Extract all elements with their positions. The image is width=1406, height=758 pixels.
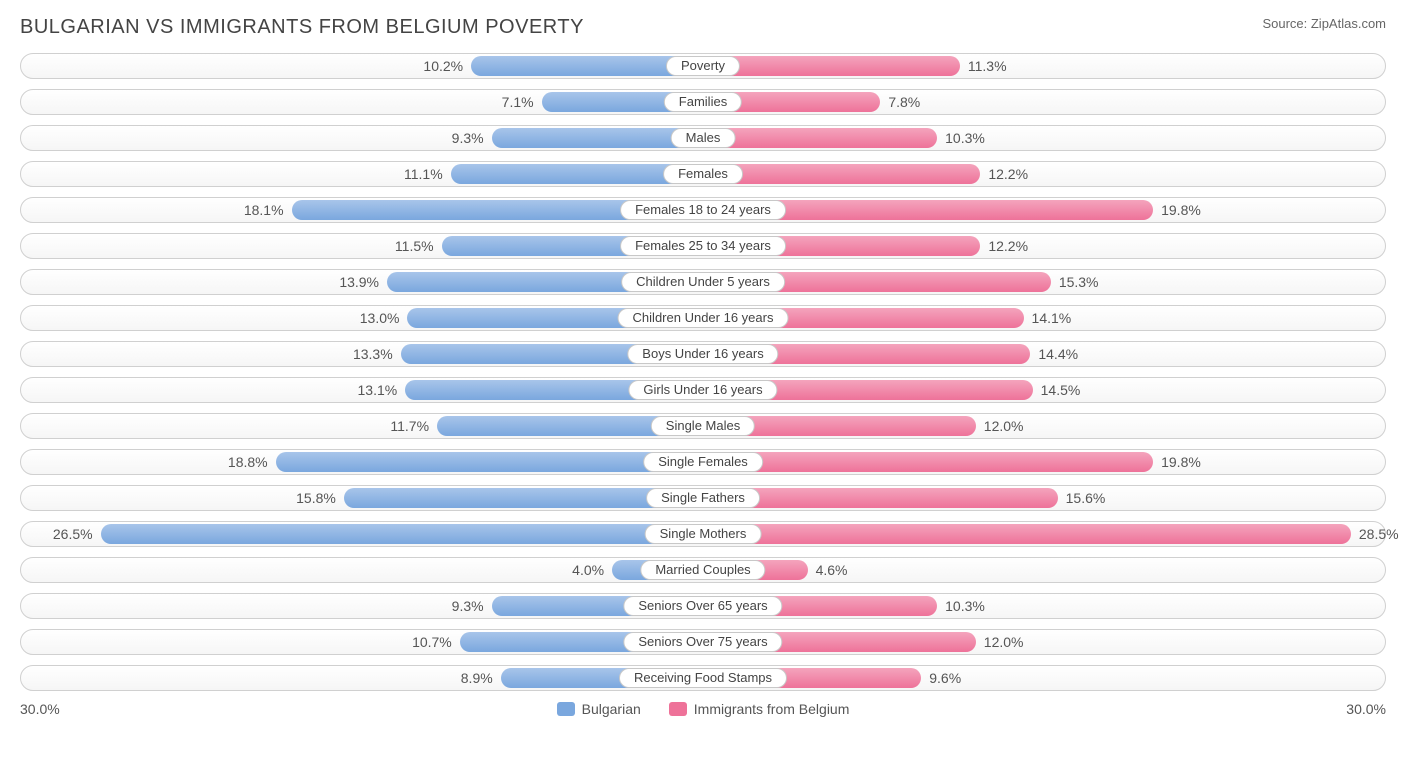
category-label: Seniors Over 75 years	[623, 632, 782, 652]
chart-row: 11.7% 12.0% Single Males	[20, 413, 1386, 439]
chart-header: BULGARIAN VS IMMIGRANTS FROM BELGIUM POV…	[20, 16, 1386, 39]
bar-right	[703, 56, 960, 76]
category-label: Single Mothers	[645, 524, 762, 544]
value-right: 14.1%	[1032, 306, 1072, 332]
value-right: 12.0%	[984, 414, 1024, 440]
value-left: 7.1%	[502, 90, 534, 116]
chart-row: 13.1% 14.5% Girls Under 16 years	[20, 377, 1386, 403]
value-right: 19.8%	[1161, 450, 1201, 476]
category-label: Girls Under 16 years	[628, 380, 777, 400]
legend-label-right: Immigrants from Belgium	[694, 701, 850, 717]
chart-row: 10.7% 12.0% Seniors Over 75 years	[20, 629, 1386, 655]
chart-row: 18.8% 19.8% Single Females	[20, 449, 1386, 475]
chart-row: 11.5% 12.2% Females 25 to 34 years	[20, 233, 1386, 259]
category-label: Married Couples	[640, 560, 765, 580]
axis-left-max: 30.0%	[20, 701, 60, 717]
value-right: 10.3%	[945, 594, 985, 620]
chart-row: 18.1% 19.8% Females 18 to 24 years	[20, 197, 1386, 223]
value-right: 7.8%	[888, 90, 920, 116]
value-right: 9.6%	[929, 666, 961, 692]
legend-swatch-right	[669, 702, 687, 716]
chart-footer: 30.0% Bulgarian Immigrants from Belgium …	[20, 701, 1386, 717]
chart-row: 9.3% 10.3% Seniors Over 65 years	[20, 593, 1386, 619]
value-left: 13.1%	[358, 378, 398, 404]
bar-right	[703, 524, 1351, 544]
bar-right	[703, 164, 980, 184]
value-right: 19.8%	[1161, 198, 1201, 224]
category-label: Children Under 5 years	[621, 272, 785, 292]
value-left: 15.8%	[296, 486, 336, 512]
chart-row: 11.1% 12.2% Females	[20, 161, 1386, 187]
value-right: 12.2%	[988, 162, 1028, 188]
bar-left	[276, 452, 703, 472]
chart-title: BULGARIAN VS IMMIGRANTS FROM BELGIUM POV…	[20, 16, 584, 39]
value-left: 18.1%	[244, 198, 284, 224]
value-left: 13.9%	[339, 270, 379, 296]
category-label: Single Females	[643, 452, 763, 472]
legend-swatch-left	[557, 702, 575, 716]
value-right: 15.6%	[1066, 486, 1106, 512]
category-label: Boys Under 16 years	[627, 344, 778, 364]
legend-item-right: Immigrants from Belgium	[669, 701, 850, 717]
category-label: Females 25 to 34 years	[620, 236, 786, 256]
category-label: Seniors Over 65 years	[623, 596, 782, 616]
chart-source: Source: ZipAtlas.com	[1262, 16, 1386, 31]
category-label: Receiving Food Stamps	[619, 668, 787, 688]
value-left: 10.7%	[412, 630, 452, 656]
value-right: 14.4%	[1038, 342, 1078, 368]
bar-right	[703, 128, 937, 148]
value-left: 4.0%	[572, 558, 604, 584]
value-right: 11.3%	[968, 54, 1007, 80]
category-label: Single Males	[651, 416, 755, 436]
legend-label-left: Bulgarian	[582, 701, 641, 717]
value-left: 13.0%	[360, 306, 400, 332]
value-left: 11.1%	[404, 162, 443, 188]
legend-item-left: Bulgarian	[557, 701, 641, 717]
value-right: 14.5%	[1041, 378, 1081, 404]
category-label: Children Under 16 years	[618, 308, 789, 328]
chart-row: 26.5%28.5%Single Mothers	[20, 521, 1386, 547]
chart-row: 10.2% 11.3% Poverty	[20, 53, 1386, 79]
value-left: 10.2%	[423, 54, 463, 80]
chart-body: 10.2%11.3%Poverty7.1%7.8%Families9.3%10.…	[20, 53, 1386, 691]
category-label: Males	[671, 128, 736, 148]
chart-row: 8.9% 9.6% Receiving Food Stamps	[20, 665, 1386, 691]
chart-row: 4.0% 4.6% Married Couples	[20, 557, 1386, 583]
value-right: 15.3%	[1059, 270, 1099, 296]
chart-row: 15.8% 15.6% Single Fathers	[20, 485, 1386, 511]
value-right: 28.5%	[1359, 522, 1399, 548]
value-left: 26.5%	[53, 522, 93, 548]
category-label: Families	[664, 92, 742, 112]
chart-row: 7.1% 7.8% Families	[20, 89, 1386, 115]
value-left: 13.3%	[353, 342, 393, 368]
chart-row: 13.9% 15.3% Children Under 5 years	[20, 269, 1386, 295]
value-left: 9.3%	[452, 126, 484, 152]
category-label: Poverty	[666, 56, 740, 76]
chart-row: 13.3% 14.4% Boys Under 16 years	[20, 341, 1386, 367]
legend: Bulgarian Immigrants from Belgium	[557, 701, 850, 717]
value-left: 11.7%	[390, 414, 429, 440]
value-right: 10.3%	[945, 126, 985, 152]
value-left: 18.8%	[228, 450, 268, 476]
axis-right-max: 30.0%	[1346, 701, 1386, 717]
chart-row: 9.3% 10.3% Males	[20, 125, 1386, 151]
value-right: 12.0%	[984, 630, 1024, 656]
category-label: Single Fathers	[646, 488, 760, 508]
value-right: 12.2%	[988, 234, 1028, 260]
category-label: Females	[663, 164, 743, 184]
value-right: 4.6%	[816, 558, 848, 584]
bar-right	[703, 452, 1153, 472]
value-left: 8.9%	[461, 666, 493, 692]
value-left: 11.5%	[395, 234, 434, 260]
category-label: Females 18 to 24 years	[620, 200, 786, 220]
chart-row: 13.0% 14.1% Children Under 16 years	[20, 305, 1386, 331]
value-left: 9.3%	[452, 594, 484, 620]
bar-left	[101, 524, 703, 544]
